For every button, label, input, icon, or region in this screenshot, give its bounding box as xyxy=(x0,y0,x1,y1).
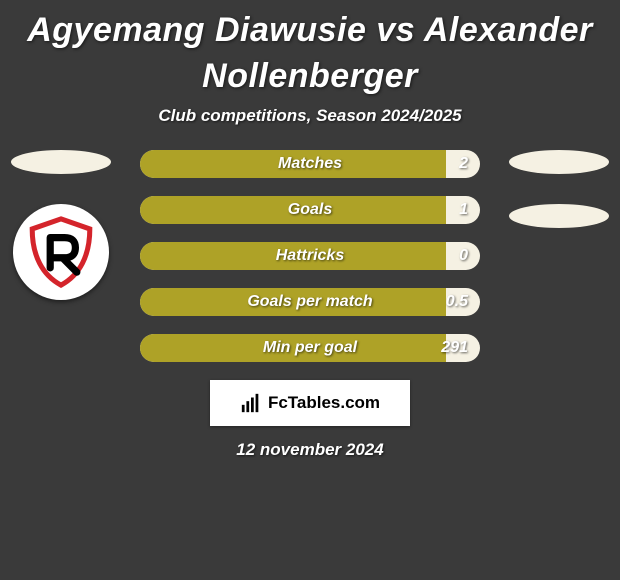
comparison-panel: Matches2 Goals1 Hattricks0 Goals per match0… xyxy=(0,150,620,362)
stat-bar-p2 xyxy=(140,196,446,224)
player1-column xyxy=(6,150,116,300)
player2-oval-1 xyxy=(509,150,609,174)
player1-oval xyxy=(11,150,111,174)
footer-brand-box[interactable]: FcTables.com xyxy=(210,380,410,426)
title-line-1: Agyemang Diawusie vs Alexander xyxy=(27,11,593,49)
stat-row-hattricks: Hattricks0 xyxy=(140,242,480,270)
subtitle: Club competitions, Season 2024/2025 xyxy=(0,106,620,126)
page-title: Agyemang Diawusie vs Alexander Nollenber… xyxy=(0,0,620,100)
player2-oval-2 xyxy=(509,204,609,228)
player1-club-logo xyxy=(13,204,109,300)
stat-value: 291 xyxy=(441,339,468,357)
stat-value: 1 xyxy=(459,201,468,219)
stat-value: 0 xyxy=(459,247,468,265)
stat-bar-p2 xyxy=(140,242,446,270)
stat-value: 2 xyxy=(459,155,468,173)
generation-date: 12 november 2024 xyxy=(0,440,620,460)
footer-brand-text: FcTables.com xyxy=(268,393,380,413)
title-line-2: Nollenberger xyxy=(202,57,418,95)
stat-bar-p2 xyxy=(140,334,446,362)
stat-row-matches: Matches2 xyxy=(140,150,480,178)
stat-bar-p2 xyxy=(140,288,446,316)
bar-chart-icon xyxy=(240,392,262,414)
shield-r-icon xyxy=(25,216,97,288)
stat-row-goals-per-match: Goals per match0.5 xyxy=(140,288,480,316)
stat-bars: Matches2 Goals1 Hattricks0 Goals per match0… xyxy=(140,150,480,362)
stat-row-goals: Goals1 xyxy=(140,196,480,224)
stat-row-min-per-goal: Min per goal291 xyxy=(140,334,480,362)
player2-column xyxy=(504,150,614,258)
stat-bar-p2 xyxy=(140,150,446,178)
stat-value: 0.5 xyxy=(446,293,468,311)
